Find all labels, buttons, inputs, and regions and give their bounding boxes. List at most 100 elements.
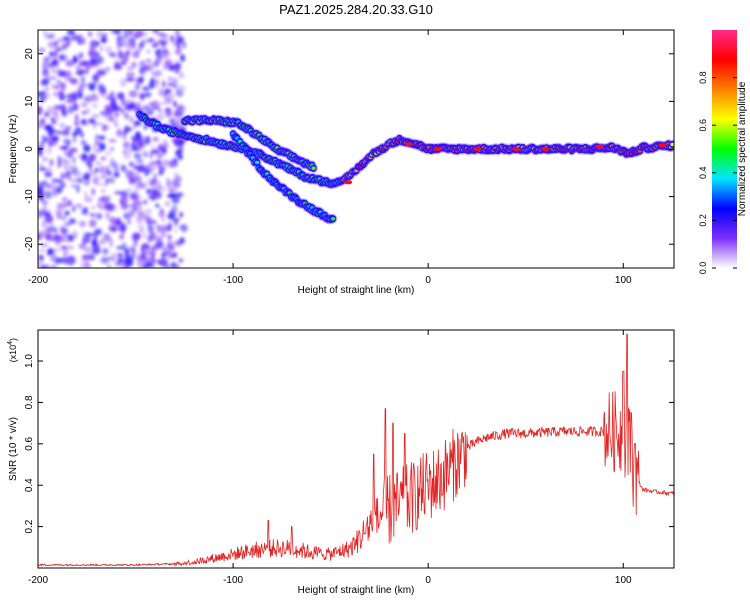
noise-blob <box>72 31 76 37</box>
noise-blob <box>151 258 157 263</box>
noise-blob <box>141 64 150 72</box>
noise-blob <box>60 174 67 179</box>
noise-blob <box>144 249 151 257</box>
colorbar-label: Normalized spectral amplitude <box>737 81 748 216</box>
noise-blob <box>72 102 79 112</box>
noise-blob <box>141 264 149 268</box>
noise-blob <box>144 38 150 44</box>
noise-blob <box>123 30 131 38</box>
noise-blob <box>106 203 116 212</box>
noise-blob <box>128 161 136 168</box>
noise-blob <box>72 170 82 177</box>
noise-blob <box>78 220 86 228</box>
noise-blob <box>156 259 160 264</box>
noise-blob <box>91 247 101 255</box>
noise-blob <box>94 228 103 236</box>
noise-blob <box>78 264 88 268</box>
noise-blob <box>125 171 130 175</box>
noise-blob <box>60 245 68 250</box>
colorbar-tick-label: 0.8 <box>698 71 708 84</box>
spectrogram-y-axis-label: Frequency (Hz) <box>8 115 19 184</box>
noise-blob <box>161 216 165 223</box>
noise-blob <box>134 30 144 38</box>
noise-blob <box>38 254 44 261</box>
noise-blob <box>104 95 110 100</box>
x-tick-label: 0 <box>425 575 431 586</box>
peak-markers <box>344 142 667 185</box>
noise-blob <box>171 195 180 204</box>
noise-blob <box>91 114 100 119</box>
noise-blob <box>93 212 101 218</box>
noise-blob <box>63 222 72 227</box>
noise-blob <box>62 248 69 258</box>
noise-blob <box>133 146 141 150</box>
noise-blob <box>133 120 141 126</box>
spectrogram-x-axis-label: Height of straight line (km) <box>298 285 415 296</box>
noise-blob <box>104 151 112 155</box>
noise-blob <box>58 181 66 187</box>
noise-blob <box>67 150 74 155</box>
noise-blob <box>41 264 46 268</box>
noise-blob <box>53 50 58 57</box>
noise-blob <box>173 63 180 69</box>
noise-blob <box>127 218 131 225</box>
noise-blob <box>52 91 62 97</box>
noise-blob <box>152 234 160 243</box>
noise-blob <box>99 241 108 245</box>
noise-blob <box>50 116 54 120</box>
noise-blob <box>56 80 62 85</box>
noise-blob <box>38 249 46 253</box>
noise-blob <box>158 87 165 94</box>
x-tick-label: -100 <box>223 575 243 586</box>
x-tick-label: -200 <box>28 275 48 286</box>
noise-blob <box>80 140 87 146</box>
peak-marker <box>541 147 550 151</box>
noise-blob <box>64 165 68 171</box>
y-tick-label: 0 <box>24 146 35 152</box>
noise-blob <box>131 233 138 242</box>
noise-blob <box>144 208 152 216</box>
noise-blob <box>143 256 151 263</box>
noise-blob <box>169 118 176 123</box>
noise-cloud <box>38 30 188 268</box>
noise-blob <box>66 245 75 250</box>
noise-blob <box>116 92 124 100</box>
noise-blob <box>64 210 70 216</box>
colorbar: 0.0 0.2 0.4 0.6 0.8 Normalized spectral ampl… <box>698 30 748 274</box>
noise-blob <box>138 195 143 199</box>
noise-blob <box>38 209 44 217</box>
noise-blob <box>109 146 115 152</box>
snr-x-axis-label: Height of straight line (km) <box>298 585 415 596</box>
noise-blob <box>91 93 99 103</box>
noise-blob <box>56 202 63 211</box>
noise-blob <box>58 103 67 110</box>
noise-blob <box>42 62 49 69</box>
noise-blob <box>87 159 93 168</box>
noise-blob <box>146 188 151 194</box>
x-tick-label: -100 <box>223 275 243 286</box>
noise-blob <box>41 78 50 86</box>
noise-blob <box>167 222 173 231</box>
noise-blob <box>155 190 162 200</box>
noise-blob <box>124 41 133 48</box>
noise-blob <box>38 190 45 197</box>
noise-blob <box>93 51 100 58</box>
noise-blob <box>70 218 74 225</box>
noise-blob <box>179 237 185 244</box>
noise-blob <box>88 84 96 91</box>
noise-blob <box>78 53 84 59</box>
noise-blob <box>42 157 48 162</box>
noise-blob <box>63 158 67 163</box>
noise-blob <box>80 258 88 265</box>
noise-blob <box>88 154 96 162</box>
noise-blob <box>53 247 61 253</box>
noise-blob <box>122 248 131 253</box>
noise-blob <box>124 257 134 266</box>
noise-blob <box>133 200 138 204</box>
noise-blob <box>57 209 63 216</box>
noise-blob <box>71 230 78 239</box>
noise-blob <box>98 196 108 203</box>
x-tick-label: 100 <box>615 275 632 286</box>
